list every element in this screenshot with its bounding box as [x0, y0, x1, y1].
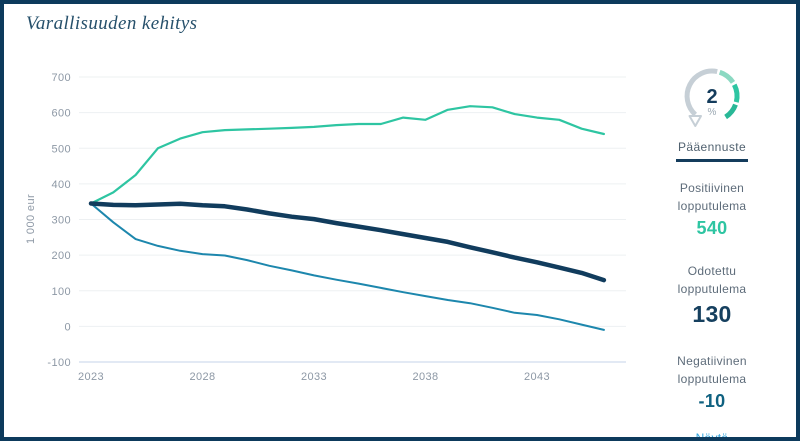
show-details-link-line1: Näytä [695, 431, 729, 441]
chart-area: -100 0 100 200 300 400 500 600 700 2023 2028 2033 20… [16, 56, 644, 396]
ytick-500: 500 [51, 143, 71, 155]
tab-label: Pääennuste [677, 140, 747, 154]
series-positiivinen-lopputulema [89, 105, 606, 205]
expected-outcome-block: Odotettu lopputulema 130 [678, 262, 747, 328]
expected-outcome-label-line1: Odotettu [687, 264, 737, 278]
forecast-sidebar: 2 % Pääennuste Positiivinen lopputulema … [648, 58, 776, 441]
positive-outcome-block: Positiivinen lopputulema 540 [678, 179, 747, 239]
gauge-segment-teal-2 [724, 103, 738, 120]
positive-outcome-label-line2: lopputulema [677, 199, 747, 213]
gauge-arrow-down-icon[interactable] [688, 115, 702, 127]
ytick-700: 700 [51, 72, 71, 84]
ytick-300: 300 [51, 215, 71, 227]
wealth-chart: -100 0 100 200 300 400 500 600 700 2023 2028 2033 20… [25, 72, 626, 383]
show-details-link[interactable]: Näytä yksityiskohdat [673, 429, 752, 441]
positive-outcome-label-line1: Positiivinen [679, 181, 745, 195]
negative-outcome-block: Negatiivinen lopputulema -10 [677, 352, 747, 412]
tab-active-indicator [676, 159, 748, 162]
xtick-2033: 2033 [301, 371, 327, 383]
risk-gauge[interactable]: 2 % [673, 58, 751, 136]
ytick-600: 600 [51, 108, 71, 120]
positive-outcome-value: 540 [696, 218, 728, 238]
ytick-200: 200 [51, 250, 71, 262]
negative-outcome-label-line2: lopputulema [677, 372, 747, 386]
page-title: Varallisuuden kehitys [26, 13, 198, 34]
expected-outcome-value: 130 [692, 301, 732, 327]
gauge-track-arc [684, 68, 718, 117]
series-odotettu-lopputulema [88, 201, 607, 283]
expected-outcome-label-line2: lopputulema [677, 282, 747, 296]
axis-labels: -100 0 100 200 300 400 500 600 700 2023 2028 2033 20… [25, 72, 550, 383]
gridlines [79, 76, 626, 363]
xtick-2038: 2038 [412, 371, 438, 383]
gauge-value: 2 [706, 86, 717, 108]
xtick-2023: 2023 [78, 371, 104, 383]
gauge-segment-teal [732, 83, 740, 103]
y-axis-title: 1 000 eur [25, 194, 37, 244]
gauge-segment-light [718, 69, 736, 84]
series-lines [88, 105, 607, 331]
series-negatiivinen-lopputulema [90, 202, 605, 331]
xtick-2028: 2028 [189, 371, 215, 383]
ytick-100: 100 [51, 286, 71, 298]
xtick-2043: 2043 [524, 371, 550, 383]
ytick-0: 0 [64, 321, 71, 333]
ytick-400: 400 [51, 179, 71, 191]
gauge-unit: % [708, 107, 717, 118]
tab-paaennuste[interactable]: Pääennuste [676, 140, 748, 162]
negative-outcome-value: -10 [698, 391, 726, 411]
negative-outcome-label-line1: Negatiivinen [677, 354, 747, 368]
ytick--100: -100 [47, 357, 71, 369]
